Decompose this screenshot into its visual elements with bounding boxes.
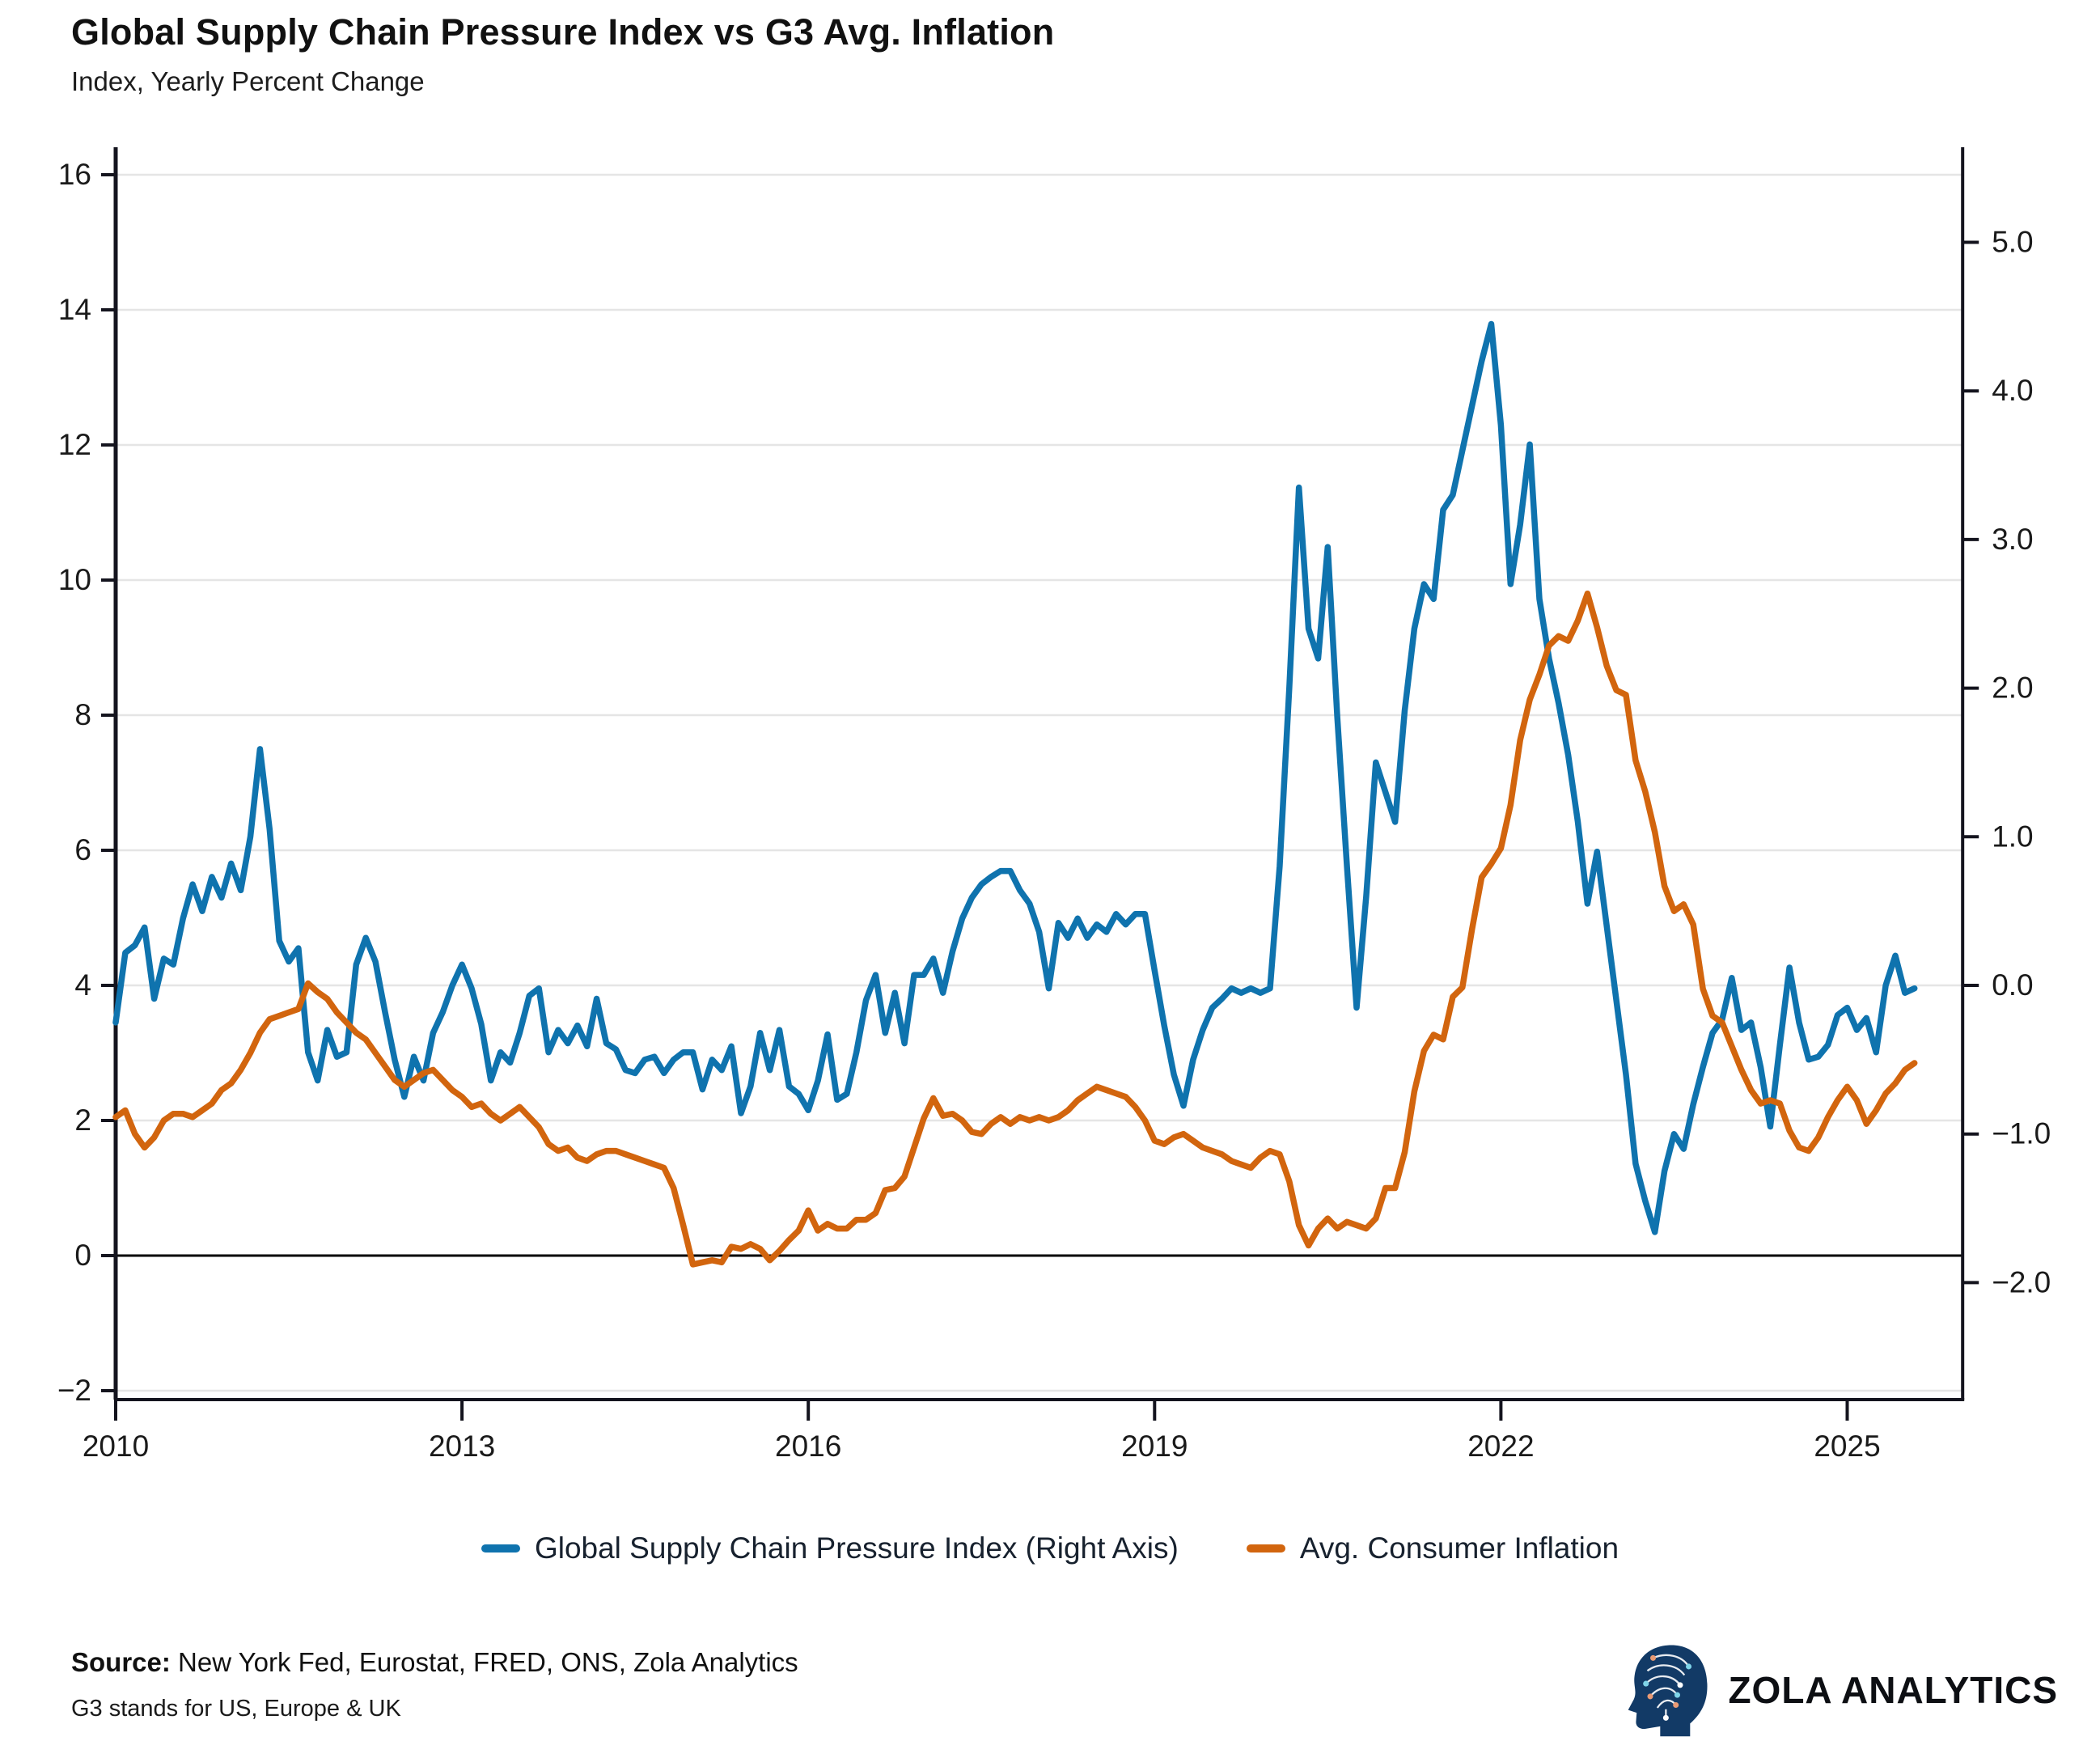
left-axis-tick-label: 4 [74,968,91,1002]
source-label: Source: [71,1647,171,1677]
source-text: New York Fed, Eurostat, FRED, ONS, Zola … [170,1647,798,1677]
chart-legend: Global Supply Chain Pressure Index (Righ… [0,1531,2100,1565]
left-axis-tick-label: 0 [74,1239,91,1272]
x-axis-tick-label: 2022 [1467,1430,1534,1463]
x-axis-tick-label: 2025 [1814,1430,1880,1463]
footnote: G3 stands for US, Europe & UK [71,1696,401,1722]
footer: Source: New York Fed, Eurostat, FRED, ON… [71,1647,798,1722]
right-axis-tick-label: −1.0 [1992,1117,2051,1150]
right-axis-tick-label: 4.0 [1992,374,2033,407]
legend-label-gscpi: Global Supply Chain Pressure Index (Righ… [534,1531,1179,1565]
right-axis-tick-label: 2.0 [1992,671,2033,705]
line-chart: 16 14 12 10 8 6 4 2 0 −2 5.0 4.0 3.0 2.0 1.0 0.0 −1.0 −2.… [57,147,2051,1463]
legend-label-inflation: Avg. Consumer Inflation [1299,1531,1619,1565]
left-axis-tick-label: 16 [58,158,91,191]
right-axis-tick-label: −2.0 [1992,1265,2051,1298]
left-axis-tick-label: 2 [74,1103,91,1137]
left-axis-tick-label: 10 [58,563,91,596]
left-axis-tick-label: 8 [74,698,91,731]
x-axis-tick-label: 2013 [429,1430,495,1463]
left-axis-tick-label: 6 [74,833,91,866]
x-axis-tick-label: 2010 [83,1430,149,1463]
brand-logo: ZOLA ANALYTICS [1626,1642,2058,1738]
page-title: Global Supply Chain Pressure Index vs G3… [71,11,1055,53]
left-axis-tick-label: 14 [58,293,91,326]
x-axis-tick-label: 2016 [775,1430,841,1463]
logo-text: ZOLA ANALYTICS [1728,1669,2058,1711]
right-axis-tick-label: 0.0 [1992,968,2033,1002]
series-line-gscpi [112,320,1918,1235]
left-axis-tick-label: −2 [57,1374,91,1407]
left-axis-tick-label: 12 [58,428,91,461]
right-axis-tick-label: 5.0 [1992,226,2033,259]
inflation-line-swatch-icon [1246,1544,1285,1552]
right-axis-tick-label: 3.0 [1992,523,2033,556]
page-subtitle: Index, Yearly Percent Change [71,66,425,96]
brain-circuit-head-icon [1628,1645,1708,1737]
x-axis-tick-label: 2019 [1121,1430,1188,1463]
legend-item-gscpi: Global Supply Chain Pressure Index (Righ… [481,1531,1179,1565]
source-line: Source: New York Fed, Eurostat, FRED, ON… [71,1647,798,1678]
series-line-inflation [112,590,1918,1268]
right-axis-tick-label: 1.0 [1992,820,2033,853]
legend-item-inflation: Avg. Consumer Inflation [1246,1531,1619,1565]
gscpi-line-swatch-icon [481,1544,520,1552]
